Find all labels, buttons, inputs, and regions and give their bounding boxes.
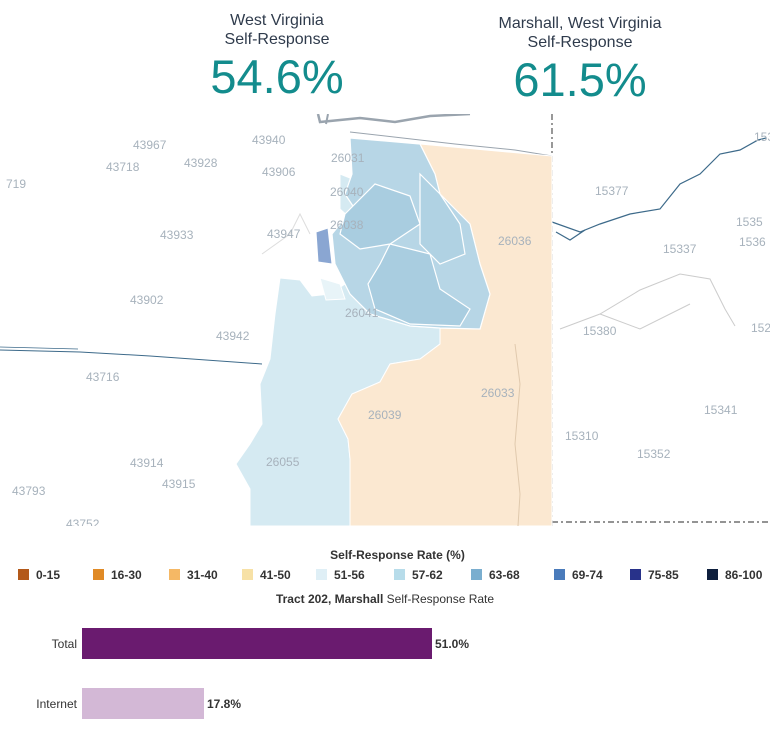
- zip-label: 43928: [184, 156, 218, 170]
- legend-item: 41-50: [242, 568, 291, 582]
- zip-label: 43752: [66, 517, 100, 526]
- legend-swatch: [630, 569, 641, 580]
- zip-label: 26055: [266, 455, 300, 469]
- legend-swatch: [707, 569, 718, 580]
- state-label: West Virginia: [230, 12, 324, 29]
- legend-label: 86-100: [725, 568, 763, 582]
- zip-label: 15377: [595, 184, 629, 198]
- legend-label: 57-62: [412, 568, 443, 582]
- legend-label: 0-15: [36, 568, 61, 582]
- zip-label: 43967: [133, 138, 167, 152]
- zip-label: 43914: [130, 456, 164, 470]
- legend-item: 16-30: [93, 568, 142, 582]
- legend-swatch: [18, 569, 29, 580]
- bar-total[interactable]: [82, 628, 432, 659]
- legend-label: 69-74: [572, 568, 603, 582]
- zip-label: 26033: [481, 386, 515, 400]
- county-self-response-stat: Marshall, West Virginia Self-Response 61…: [480, 14, 680, 106]
- zip-label: 15341: [704, 403, 738, 417]
- legend-label: 31-40: [187, 568, 218, 582]
- zip-label: 15310: [565, 429, 599, 443]
- zip-label: 43906: [262, 165, 296, 179]
- state-sublabel: Self-Response: [224, 31, 330, 48]
- legend-swatch: [93, 569, 104, 580]
- zip-label: 26039: [368, 408, 402, 422]
- self-response-map[interactable]: 43967 43940 43718 43928 43906 719 43933 43947 43…: [0, 114, 770, 526]
- zip-label: 15337: [663, 242, 697, 256]
- legend-label: 75-85: [648, 568, 679, 582]
- bar-value-internet: 17.8%: [207, 697, 242, 711]
- legend-label: 51-56: [334, 568, 365, 582]
- zip-label: 43933: [160, 228, 194, 242]
- zip-label: 26036: [498, 234, 532, 248]
- tract-title-bold: Tract 202, Marshall: [275, 592, 384, 606]
- bar-internet[interactable]: [82, 688, 204, 719]
- legend-swatch: [316, 569, 327, 580]
- zip-label: 43716: [86, 370, 120, 384]
- zip-label: 1536: [739, 235, 766, 249]
- legend-item: 57-62: [394, 568, 443, 582]
- zip-label: 43902: [130, 293, 164, 307]
- legend-swatch: [471, 569, 482, 580]
- legend-item: 0-15: [18, 568, 60, 582]
- zip-label: 719: [6, 177, 26, 191]
- zip-label: 1535: [736, 215, 763, 229]
- state-self-response-stat: West Virginia Self-Response 54.6%: [177, 11, 377, 103]
- bar-label-total: Total: [51, 637, 77, 651]
- legend-swatch: [169, 569, 180, 580]
- zip-label: 43915: [162, 477, 196, 491]
- zip-label: 152: [751, 321, 770, 335]
- zip-label: 26031: [331, 151, 365, 165]
- legend-item: 31-40: [169, 568, 218, 582]
- legend-item: 63-68: [471, 568, 520, 582]
- legend-label: 41-50: [260, 568, 291, 582]
- tract-title-rest: Self-Response Rate: [383, 592, 495, 606]
- zip-label: 15352: [637, 447, 671, 461]
- county-label: Marshall, West Virginia: [498, 15, 662, 32]
- legend-label: 16-30: [111, 568, 142, 582]
- county-sublabel: Self-Response: [527, 34, 633, 51]
- zip-label: 15380: [583, 324, 617, 338]
- bar-label-internet: Internet: [36, 697, 77, 711]
- zip-label: 43942: [216, 329, 250, 343]
- legend-item: 69-74: [554, 568, 603, 582]
- legend-swatch: [394, 569, 405, 580]
- bar-value-total: 51.0%: [435, 637, 470, 651]
- zip-label: 43793: [12, 484, 46, 498]
- zip-label: 43947: [267, 227, 301, 241]
- zip-label: 26040: [330, 185, 364, 199]
- legend-item: 86-100: [707, 568, 762, 582]
- zip-label: 43940: [252, 133, 286, 147]
- legend-swatch: [242, 569, 253, 580]
- legend-label: 63-68: [489, 568, 520, 582]
- zip-label: 26038: [330, 218, 364, 232]
- legend-swatch: [554, 569, 565, 580]
- tract-chart-title: Tract 202, Marshall Self-Response Rate: [0, 592, 770, 606]
- legend-item: 75-85: [630, 568, 679, 582]
- legend-item: 51-56: [316, 568, 365, 582]
- state-rate-value: 54.6%: [210, 50, 344, 103]
- zip-label: 26041: [345, 306, 379, 320]
- zip-label: 153: [754, 130, 770, 144]
- county-rate-value: 61.5%: [513, 53, 647, 106]
- legend-title: Self-Response Rate (%): [330, 548, 465, 562]
- zip-label: 43718: [106, 160, 140, 174]
